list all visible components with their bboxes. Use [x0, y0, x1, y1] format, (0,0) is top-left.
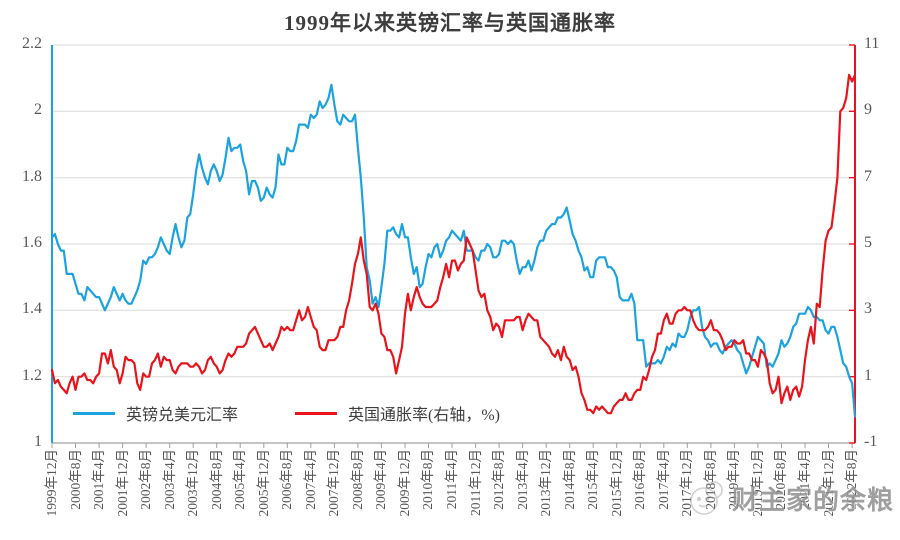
x-axis-label: 1999年12月 [44, 449, 59, 517]
x-axis-label: 2019年12月 [749, 449, 765, 517]
x-axis-label: 2010年8月 [420, 449, 436, 510]
x-axis-label: 2007年12月 [326, 449, 342, 517]
x-axis-label: 2021年12月 [820, 449, 836, 517]
x-axis-label: 2020年8月 [773, 449, 789, 510]
x-axis-label: 2011年12月 [467, 449, 483, 516]
y-axis-label-right: 9 [864, 101, 872, 119]
x-axis-label: 2002年8月 [138, 449, 154, 510]
x-axis-label: 2017年4月 [655, 449, 671, 510]
x-axis-label: 2014年8月 [561, 449, 577, 510]
legend-label-gbpusd: 英镑兑美元汇率 [126, 407, 239, 424]
x-axis-label: 2000年8月 [67, 449, 83, 510]
y-axis-label-right: 5 [864, 234, 872, 251]
x-axis-label: 2015年12月 [608, 449, 624, 517]
x-axis-label: 2016年8月 [632, 449, 648, 510]
x-axis-label: 2012年8月 [491, 449, 507, 510]
y-axis-label-left: 2 [34, 101, 42, 119]
y-axis-label-right: 1 [864, 366, 872, 384]
y-axis-label-left: 1.8 [22, 167, 42, 185]
x-axis-label: 2005年12月 [255, 449, 271, 517]
x-axis-label: 2013年4月 [514, 449, 530, 510]
y-axis-label-right: 7 [864, 167, 872, 185]
legend-item-gbpusd: 英镑兑美元汇率 [73, 401, 238, 425]
x-axis-label: 2013年12月 [538, 449, 554, 517]
x-axis-label: 2001年12月 [114, 449, 130, 517]
y-axis-label-left: 1.2 [22, 366, 42, 384]
x-axis-label: 2011年4月 [444, 449, 460, 510]
legend-swatch-red-line [295, 411, 337, 415]
series-line-inflation [50, 73, 857, 415]
x-axis-label: 2003年4月 [161, 449, 177, 510]
x-axis-label: 2017年12月 [679, 449, 695, 517]
x-axis-label: 2009年4月 [373, 449, 389, 510]
x-axis-label: 2018年8月 [702, 449, 718, 510]
x-axis-label: 2019年4月 [726, 449, 742, 510]
legend-swatch-blue-line [73, 411, 115, 415]
x-axis-label: 2001年4月 [91, 449, 107, 510]
series-line-gbpusd [50, 83, 857, 418]
x-axis-label: 2007年4月 [302, 449, 318, 510]
y-axis-label-right: -1 [864, 433, 878, 450]
y-axis-label-right: 11 [864, 35, 880, 52]
chart-title: 1999年以来英镑汇率与英国通胀率 [284, 11, 616, 35]
x-axis-label: 2009年12月 [396, 449, 412, 517]
y-axis-label-left: 1 [34, 433, 42, 450]
y-axis-label-left: 1.6 [22, 234, 42, 251]
x-axis-label: 2008年8月 [349, 449, 365, 510]
x-axis-label: 2004年8月 [208, 449, 224, 510]
x-axis-label: 2022年8月 [844, 449, 860, 510]
x-axis-label: 2005年4月 [232, 449, 248, 510]
legend-item-inflation: 英国通胀率(右轴，%) [295, 401, 500, 425]
x-axis-label: 2021年4月 [796, 449, 812, 510]
x-axis-label: 2015年4月 [585, 449, 601, 510]
y-axis-label-left: 1.4 [22, 300, 42, 318]
y-axis-label-left: 2.2 [22, 35, 42, 52]
y-axis-label-right: 3 [864, 300, 872, 318]
legend-label-inflation: 英国通胀率(右轴，%) [348, 407, 500, 424]
x-axis-label: 2003年12月 [185, 449, 201, 517]
x-axis-label: 2006年8月 [279, 449, 295, 510]
